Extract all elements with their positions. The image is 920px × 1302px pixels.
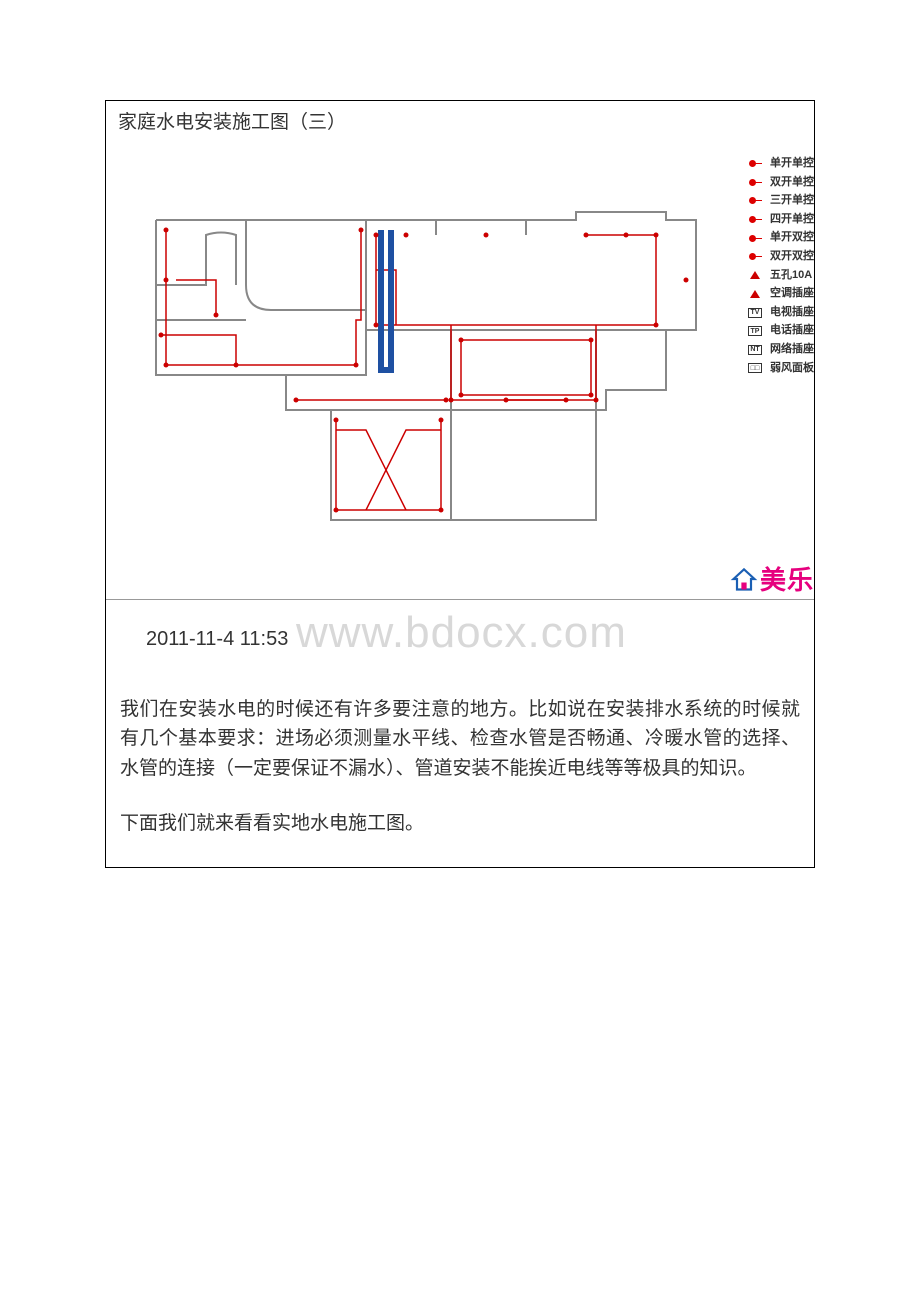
legend-symbol — [744, 251, 766, 263]
legend-item: 单开单控 — [744, 155, 814, 173]
legend-label: 空调插座 — [770, 285, 814, 303]
legend-symbol: NT — [744, 344, 766, 356]
paragraph-2-text: 下面我们就来看看实地水电施工图。 — [120, 813, 424, 834]
legend-label: 单开双控 — [770, 229, 814, 247]
logo-text: 美乐 — [760, 560, 814, 597]
legend-symbol — [744, 195, 766, 207]
legend-item: TP 电话插座 — [744, 322, 814, 340]
legend-item: 四开单控 — [744, 211, 814, 229]
title-text: 家庭水电安装施工图（三） — [118, 112, 346, 133]
legend-symbol: TV — [744, 307, 766, 319]
legend-label: 弱风面板 — [770, 360, 814, 378]
legend-item: 五孔10A — [744, 267, 814, 285]
legend-item: 双开双控 — [744, 248, 814, 266]
legend-item: 单开双控 — [744, 229, 814, 247]
floorplan-svg — [106, 140, 726, 600]
legend-label: 四开单控 — [770, 211, 814, 229]
legend-label: 五孔10A — [770, 267, 812, 285]
legend-item: 双开单控 — [744, 174, 814, 192]
house-icon — [730, 565, 758, 593]
legend-label: 单开单控 — [770, 155, 814, 173]
legend-item: □□ 弱风面板 — [744, 360, 814, 378]
legend-symbol: □□ — [744, 362, 766, 374]
legend-symbol — [744, 288, 766, 300]
legend-item: 三开单控 — [744, 192, 814, 210]
watermark: www.bdocx.com — [296, 608, 627, 658]
legend-item: TV 电视插座 — [744, 304, 814, 322]
legend-label: 双开单控 — [770, 174, 814, 192]
timestamp-row: www.bdocx.com 2011-11-4 11:53 — [106, 600, 814, 673]
legend-item: 空调插座 — [744, 285, 814, 303]
paragraph-2: 下面我们就来看看实地水电施工图。 — [106, 787, 814, 866]
legend-symbol — [744, 176, 766, 188]
legend-symbol: TP — [744, 325, 766, 337]
legend-label: 电话插座 — [770, 322, 814, 340]
legend-item: NT 网络插座 — [744, 341, 814, 359]
legend-symbol — [744, 214, 766, 226]
timestamp: 2011-11-4 11:53 — [146, 628, 288, 650]
legend-symbol — [744, 269, 766, 281]
floorplan-diagram: 单开单控双开单控三开单控四开单控单开双控双开双控五孔10A空调插座TV电视插座T… — [106, 140, 814, 600]
legend-symbol — [744, 232, 766, 244]
legend-label: 双开双控 — [770, 248, 814, 266]
legend-label: 电视插座 — [770, 304, 814, 322]
legend-label: 网络插座 — [770, 341, 814, 359]
diagram-title: 家庭水电安装施工图（三） — [106, 101, 814, 140]
brand-logo: 美乐 — [730, 560, 814, 597]
legend-label: 三开单控 — [770, 192, 814, 210]
document-frame: 家庭水电安装施工图（三） 单开单控双开单控三开单控四开单控单开双控双开双控五孔1… — [105, 100, 815, 868]
paragraph-1-text: 我们在安装水电的时候还有许多要注意的地方。比如说在安装排水系统的时候就有几个基本… — [120, 699, 800, 779]
legend: 单开单控双开单控三开单控四开单控单开双控双开双控五孔10A空调插座TV电视插座T… — [744, 155, 814, 378]
paragraph-1: 我们在安装水电的时候还有许多要注意的地方。比如说在安装排水系统的时候就有几个基本… — [106, 673, 814, 787]
legend-symbol — [744, 158, 766, 170]
